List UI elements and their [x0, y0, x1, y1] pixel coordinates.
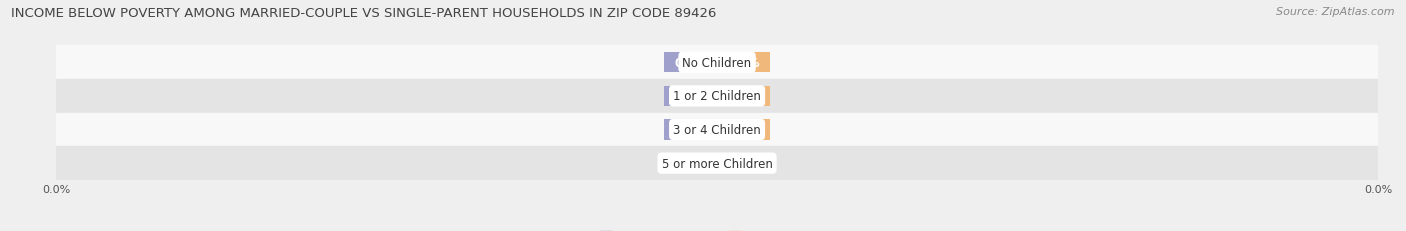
Bar [664, 53, 717, 73]
Text: 0.0%: 0.0% [675, 56, 707, 70]
Bar [56, 46, 1378, 80]
Bar [56, 147, 1378, 180]
Text: 0.0%: 0.0% [727, 90, 759, 103]
Bar [56, 113, 1378, 147]
Text: 0.0%: 0.0% [727, 123, 759, 137]
Bar [664, 120, 717, 140]
Bar [717, 86, 770, 106]
Text: 0.0%: 0.0% [727, 157, 759, 170]
Text: 0.0%: 0.0% [675, 123, 707, 137]
Bar [717, 53, 770, 73]
Bar [664, 153, 717, 173]
Text: 0.0%: 0.0% [727, 56, 759, 70]
Text: No Children: No Children [682, 56, 752, 70]
Text: 5 or more Children: 5 or more Children [662, 157, 772, 170]
Text: 0.0%: 0.0% [675, 90, 707, 103]
Legend: Married Couples, Single Parents: Married Couples, Single Parents [595, 226, 839, 231]
Text: 3 or 4 Children: 3 or 4 Children [673, 123, 761, 137]
Bar [664, 86, 717, 106]
Bar [56, 80, 1378, 113]
Text: INCOME BELOW POVERTY AMONG MARRIED-COUPLE VS SINGLE-PARENT HOUSEHOLDS IN ZIP COD: INCOME BELOW POVERTY AMONG MARRIED-COUPL… [11, 7, 717, 20]
Text: 1 or 2 Children: 1 or 2 Children [673, 90, 761, 103]
Text: 0.0%: 0.0% [675, 157, 707, 170]
Bar [717, 153, 770, 173]
Text: Source: ZipAtlas.com: Source: ZipAtlas.com [1277, 7, 1395, 17]
Bar [717, 120, 770, 140]
